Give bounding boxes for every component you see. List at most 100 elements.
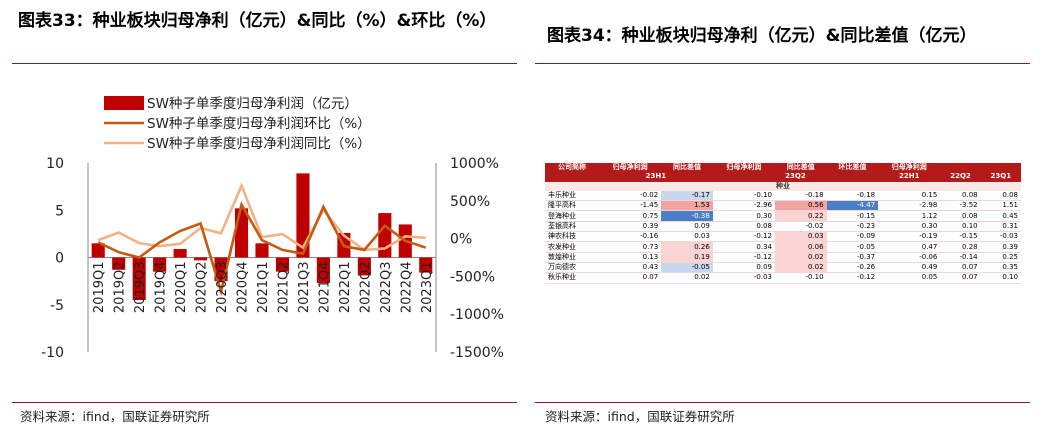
source-note: 资料来源：ifind，国联证券研究所 [20, 409, 210, 424]
table-cell: -0.05 [661, 262, 713, 274]
table-row: 秋乐种业 0.07 0.02 -0.03 -0.10 -0.12 0.05 0.07 0.10 [545, 272, 1021, 284]
y-right-tick-label: -1000% [450, 307, 504, 323]
table-section-label: 种业 [545, 181, 1021, 191]
table-cell: 0.47 [878, 241, 941, 253]
table-cell: 0.02 [774, 252, 827, 263]
company-name: 敦煌种业 [545, 252, 599, 263]
table-cell: 0.34 [712, 241, 775, 253]
x-tick-label: 2019Q3 [133, 262, 148, 314]
table-cell: 0.75 [599, 210, 662, 222]
legend-label: SW种子单季度归母净利润（亿元） [147, 95, 358, 112]
table-cell: 0.22 [774, 210, 827, 222]
table-cell: -0.14 [940, 252, 981, 263]
table-header-cell: 归母净利润 [712, 163, 775, 173]
table-header-cell [545, 172, 599, 182]
table-cell: 0.49 [878, 262, 941, 274]
table-cell: -0.06 [878, 252, 941, 263]
table-cell: 0.45 [980, 210, 1021, 222]
table-cell: 0.09 [712, 262, 775, 274]
table-cell: 0.08 [980, 190, 1021, 202]
yoy-line [97, 182, 426, 252]
table-cell: -0.15 [940, 231, 981, 243]
table-cell: 0.05 [878, 272, 941, 284]
table-cell: -0.03 [712, 272, 775, 284]
company-name: 丰乐种业 [545, 190, 599, 202]
table-subheader-row: 23H1 23Q2 22H1 22Q2 23Q1 [545, 172, 1021, 182]
table-cell: 0.30 [878, 221, 941, 233]
table-cell: -4.47 [826, 200, 879, 212]
table-cell: 0.39 [980, 241, 1021, 253]
legend-label: SW种子单季度归母净利润环比（%） [147, 115, 371, 132]
table-cell: 0.30 [712, 210, 775, 222]
bar [112, 257, 126, 270]
table-cell: -0.18 [774, 190, 827, 202]
chart-title: 图表33：种业板块归母净利（亿元）&同比（%）&环比（%） [18, 11, 497, 31]
y-left-tick-label: -5 [50, 298, 64, 314]
table-cell: -0.16 [599, 231, 662, 243]
profit-table: 公司简称 归母净利润 同比差值 归母净利润 同比差值 环比差值 归母净利润 23H1 23Q2 2… [545, 163, 1021, 284]
table-header-cell: 归母净利润 [878, 163, 941, 173]
x-tick-label: 2020Q1 [174, 262, 189, 314]
table-period-label: 23Q1 [980, 172, 1021, 182]
x-tick-label: 2020Q3 [215, 262, 230, 314]
company-name: 万向德农 [545, 262, 599, 274]
table-cell: 0.39 [599, 221, 662, 233]
x-tick-label: 2022Q1 [338, 262, 353, 314]
table-cell: 0.56 [774, 200, 827, 212]
right-panel: 图表34：种业板块归母净利（亿元）&同比差值（亿元） 资料来源：ifind，国联… [535, 0, 1042, 433]
legend-label: SW种子单季度归母净利润同比（%） [147, 135, 371, 152]
table-cell: 0.03 [661, 231, 713, 243]
bar [357, 257, 371, 276]
source-rule-right [535, 402, 1030, 403]
x-tick-label: 2019Q2 [113, 262, 128, 314]
bar [153, 257, 167, 272]
table-cell: -0.23 [826, 221, 879, 233]
left-panel: 图表33：种业板块归母净利（亿元）&同比（%）&环比（%） 10 5 0 -5 -10 1… [0, 0, 520, 433]
table-cell: 0.07 [599, 272, 662, 284]
y-right-tick-label: 1000% [450, 156, 499, 172]
table-cell: -0.37 [826, 252, 879, 263]
bar [234, 208, 249, 258]
x-tick-label: 2021Q1 [256, 262, 271, 314]
table-cell: 0.02 [774, 262, 827, 274]
table-cell: 0.31 [980, 221, 1021, 233]
table-cell: -0.10 [712, 190, 775, 202]
table-title: 图表34：种业板块归母净利（亿元）&同比差值（亿元） [547, 26, 977, 46]
table-cell: -0.38 [661, 210, 713, 222]
bar [132, 257, 146, 301]
table-cell: -0.12 [712, 252, 775, 263]
company-name: 荃银高科 [545, 221, 599, 233]
x-tick-label: 2020Q4 [236, 262, 251, 314]
table-cell: -0.17 [661, 190, 713, 202]
source-rule [12, 402, 517, 403]
table-header-cell: 同比差值 [774, 163, 827, 173]
table-cell: -0.26 [826, 262, 879, 274]
table-row: 荃银高科 0.39 0.09 0.08 -0.02 -0.23 0.30 0.10 0.31 [545, 221, 1021, 233]
table-period-label: 22H1 [878, 172, 941, 182]
table-cell: 0.43 [599, 262, 662, 274]
title-rule-right [535, 63, 1030, 64]
title-rule [12, 63, 517, 64]
y-right-tick-label: -500% [450, 269, 495, 285]
table-row: 农发种业 0.73 0.26 0.34 0.06 -0.05 0.47 0.28 0.39 [545, 241, 1021, 253]
bar [378, 213, 392, 258]
bar-line-chart: 10 5 0 -5 -10 1000% 500% 0% -500% -1000% -1500% 201… [41, 95, 504, 361]
table-cell: 0.15 [878, 190, 941, 202]
y-right-tick-label: -1500% [450, 345, 504, 361]
table-row: 登海种业 0.75 -0.38 0.30 0.22 -0.15 1.12 0.08 0.45 [545, 210, 1021, 222]
table-cell: -0.19 [878, 231, 941, 243]
source-note-right: 资料来源：ifind，国联证券研究所 [545, 409, 735, 424]
table-cell: -0.05 [826, 241, 879, 253]
table-cell: -0.10 [774, 272, 827, 284]
table-cell: -0.15 [826, 210, 879, 222]
table-cell: -0.12 [826, 272, 879, 284]
table-period-label: 23H1 [599, 172, 713, 182]
x-tick-label: 2022Q2 [358, 262, 373, 314]
table-cell: -1.45 [599, 200, 662, 212]
x-tick-label: 2021Q2 [276, 262, 291, 314]
y-right-tick-label: 0% [450, 232, 472, 248]
table-cell: 0.06 [774, 241, 827, 253]
table-cell: 0.25 [980, 252, 1021, 263]
table-cell: -0.02 [599, 190, 662, 202]
table-cell: 0.13 [599, 252, 662, 263]
